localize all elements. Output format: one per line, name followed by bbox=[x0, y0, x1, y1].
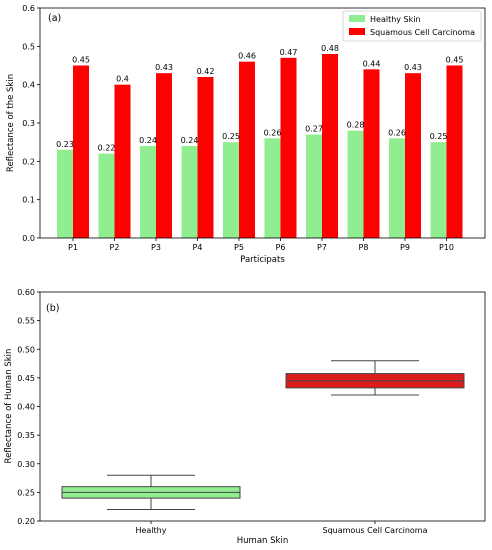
x-tick-label: P4 bbox=[193, 243, 203, 252]
y-tick-label: 0.6 bbox=[22, 4, 35, 13]
y-axis-label-a: Reflectance of the Skin bbox=[6, 74, 16, 172]
legend-swatch-healthy bbox=[349, 15, 365, 22]
panel-label-a: (a) bbox=[48, 13, 61, 24]
bar-healthy-p1 bbox=[57, 149, 73, 238]
bar-scc-p6 bbox=[280, 57, 297, 239]
x-tick-label: P6 bbox=[276, 243, 286, 252]
data-label-healthy-p1: 0.23 bbox=[56, 140, 74, 149]
data-label-scc-p3: 0.43 bbox=[155, 63, 173, 72]
x-tick-label: P3 bbox=[151, 243, 161, 252]
data-label-healthy-p2: 0.22 bbox=[98, 144, 116, 153]
bar-scc-p2 bbox=[114, 84, 131, 239]
y-tick-label: 0.0 bbox=[22, 234, 35, 243]
y-axis-label-b: Reflectance of Human Skin bbox=[4, 349, 14, 464]
y-tick-label: 0.3 bbox=[22, 119, 35, 128]
bar-healthy-p2 bbox=[98, 153, 115, 238]
data-label-scc-p4: 0.42 bbox=[197, 67, 215, 76]
data-label-healthy-p5: 0.25 bbox=[222, 132, 240, 141]
x-axis-ticks-b: Healthy Squamous Cell Carcinoma bbox=[135, 521, 428, 535]
legend: Healthy Skin Squamous Cell Carcinoma bbox=[342, 10, 482, 42]
y-tick-label: 0.2 bbox=[22, 157, 35, 166]
x-tick-label: Squamous Cell Carcinoma bbox=[323, 526, 428, 535]
box-plot-panel: 0.20 0.25 0.30 0.35 0.40 0.45 0.50 0.55 0.60 Hea… bbox=[4, 288, 486, 546]
x-tick-label: Healthy bbox=[135, 526, 166, 535]
bar-scc-p1 bbox=[73, 65, 89, 238]
y-axis-ticks-b: 0.20 0.25 0.30 0.35 0.40 0.45 0.50 0.55 0.60 bbox=[17, 288, 40, 526]
data-label-healthy-p6: 0.26 bbox=[264, 128, 282, 137]
y-tick-label: 0.20 bbox=[17, 517, 35, 526]
y-tick-label: 0.40 bbox=[17, 403, 35, 412]
bar-healthy-p4 bbox=[181, 146, 198, 238]
bar-scc-p8 bbox=[363, 69, 380, 238]
x-tick-label: P1 bbox=[68, 243, 78, 252]
x-tick-label: P9 bbox=[400, 243, 410, 252]
bar-scc-p9 bbox=[405, 73, 421, 239]
y-tick-label: 0.35 bbox=[17, 431, 35, 440]
x-axis-ticks-a: P1 P2 P3 P4 P5 P6 P7 P8 P9 P10 bbox=[68, 238, 454, 252]
bar-chart-panel: 0.23 0.45 0.22 0.4 0.24 0.43 0.24 0.42 0.25 0.46 0… bbox=[6, 4, 486, 265]
bar-healthy-p7 bbox=[306, 134, 322, 238]
x-tick-label: P8 bbox=[359, 243, 369, 252]
x-tick-label: P7 bbox=[317, 243, 327, 252]
box-group bbox=[61, 360, 465, 511]
bar-healthy-p9 bbox=[389, 138, 405, 238]
bar-healthy-p5 bbox=[223, 142, 239, 238]
data-label-scc-p5: 0.46 bbox=[238, 52, 256, 61]
data-label-healthy-p8: 0.28 bbox=[347, 121, 365, 130]
data-label-healthy-p9: 0.26 bbox=[388, 128, 406, 137]
data-label-scc-p10: 0.45 bbox=[446, 56, 464, 65]
data-label-healthy-p7: 0.27 bbox=[305, 125, 323, 134]
bar-healthy-p3 bbox=[140, 146, 156, 238]
bar-scc-p4 bbox=[197, 77, 214, 238]
legend-frame bbox=[342, 10, 482, 42]
legend-label-healthy: Healthy Skin bbox=[370, 15, 421, 24]
data-labels: 0.23 0.45 0.22 0.4 0.24 0.43 0.24 0.42 0.25 0.46 0… bbox=[56, 44, 463, 153]
x-axis-label-a: Participats bbox=[240, 255, 285, 265]
data-label-scc-p6: 0.47 bbox=[280, 48, 298, 57]
data-label-scc-p7: 0.48 bbox=[321, 44, 339, 53]
data-label-healthy-p4: 0.24 bbox=[181, 136, 199, 145]
y-axis-ticks-a: 0.0 0.1 0.2 0.3 0.4 0.5 0.6 bbox=[22, 4, 40, 243]
y-tick-label: 0.4 bbox=[22, 81, 35, 90]
data-label-healthy-p3: 0.24 bbox=[139, 136, 157, 145]
panel-label-b: (b) bbox=[46, 303, 59, 314]
data-label-healthy-p10: 0.25 bbox=[430, 132, 448, 141]
data-label-scc-p9: 0.43 bbox=[404, 63, 422, 72]
legend-swatch-scc bbox=[349, 28, 365, 35]
bar-group bbox=[57, 54, 463, 239]
data-label-scc-p8: 0.44 bbox=[363, 59, 381, 68]
bar-scc-p3 bbox=[156, 73, 172, 239]
y-tick-label: 0.1 bbox=[22, 196, 35, 205]
y-tick-label: 0.50 bbox=[17, 345, 35, 354]
data-label-scc-p1: 0.45 bbox=[72, 56, 90, 65]
bar-scc-p7 bbox=[322, 54, 338, 238]
y-tick-label: 0.5 bbox=[22, 42, 35, 51]
x-tick-label: P10 bbox=[439, 243, 454, 252]
bar-healthy-p10 bbox=[430, 142, 447, 238]
bar-healthy-p6 bbox=[264, 138, 281, 238]
y-tick-label: 0.60 bbox=[17, 288, 35, 297]
y-tick-label: 0.25 bbox=[17, 488, 35, 497]
x-tick-label: P2 bbox=[110, 243, 120, 252]
bar-scc-p10 bbox=[446, 65, 463, 238]
x-tick-label: P5 bbox=[234, 243, 244, 252]
y-tick-label: 0.45 bbox=[17, 374, 35, 383]
y-tick-label: 0.55 bbox=[17, 317, 35, 326]
y-tick-label: 0.30 bbox=[17, 460, 35, 469]
legend-label-scc: Squamous Cell Carcinoma bbox=[370, 28, 475, 37]
bar-healthy-p8 bbox=[347, 130, 364, 238]
bar-scc-p5 bbox=[239, 61, 255, 238]
x-axis-label-b: Human Skin bbox=[237, 536, 288, 546]
data-label-scc-p2: 0.4 bbox=[116, 75, 129, 84]
